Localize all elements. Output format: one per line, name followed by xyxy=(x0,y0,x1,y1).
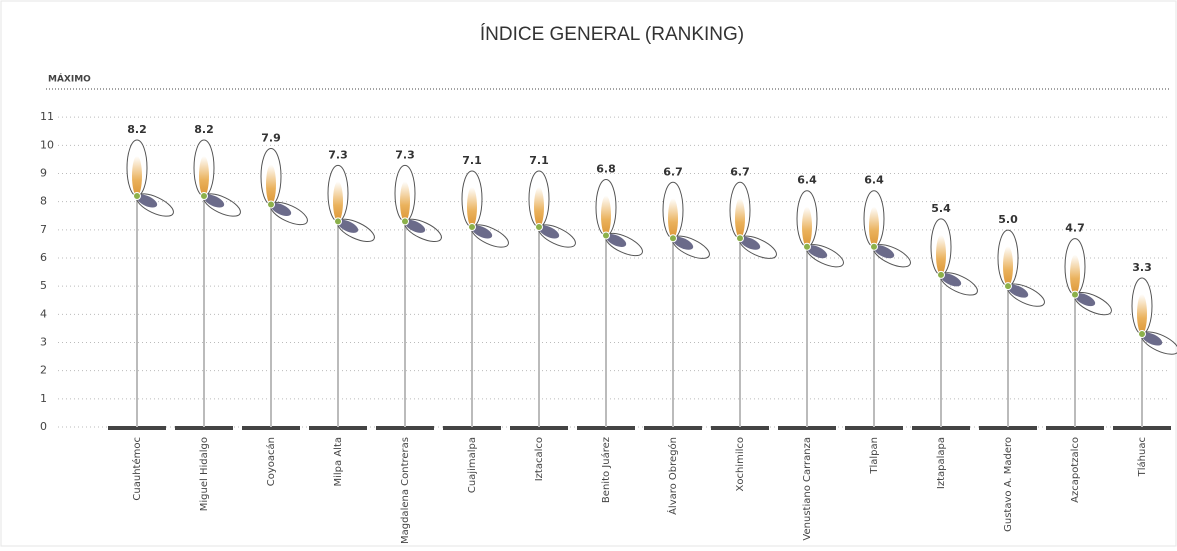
value-label: 5.0 xyxy=(998,213,1018,226)
x-tick-label: Venustiano Carranza xyxy=(802,437,813,541)
x-tick-label: Iztapalapa xyxy=(936,437,947,489)
y-tick-label: 1 xyxy=(40,392,47,405)
value-label: 7.3 xyxy=(328,148,348,161)
value-label: 7.1 xyxy=(529,154,549,167)
x-tick-label: Xochimilco xyxy=(735,437,746,492)
value-label: 6.4 xyxy=(797,174,817,187)
y-tick-label: 9 xyxy=(40,167,47,180)
petal xyxy=(1070,255,1080,295)
petal xyxy=(132,156,142,196)
petal xyxy=(1003,246,1013,286)
dot xyxy=(134,193,141,200)
x-tick-label: Tlalpan xyxy=(869,437,880,475)
dot xyxy=(536,224,543,231)
chart: ÍNDICE GENERAL (RANKING) 0 1 2 3 4 5 6 7 8 9 10 11 M… xyxy=(0,0,1177,547)
petal xyxy=(735,198,745,238)
x-tick-label: Tláhuac xyxy=(1136,437,1148,477)
value-label: 7.3 xyxy=(395,148,415,161)
value-label: 8.2 xyxy=(127,123,147,136)
x-tick-label: Iztacalco xyxy=(534,437,545,481)
value-label: 6.7 xyxy=(663,165,683,178)
dot xyxy=(268,201,275,208)
x-tick-label: Azcapotzalco xyxy=(1070,437,1081,503)
y-tick-label: 10 xyxy=(40,138,54,151)
value-label: 6.7 xyxy=(730,165,750,178)
x-tick-label: Magdalena Contreras xyxy=(400,437,411,544)
value-label: 5.4 xyxy=(931,202,951,215)
x-tick-label: Gustavo A. Madero xyxy=(1003,437,1014,532)
x-tick-label: Cuajimalpa xyxy=(467,437,478,493)
petal xyxy=(199,156,209,196)
petal xyxy=(802,207,812,247)
petal xyxy=(936,235,946,275)
x-tick-label: Milpa Alta xyxy=(333,437,344,487)
dot xyxy=(402,218,409,225)
dot xyxy=(1072,291,1079,298)
value-label: 6.8 xyxy=(596,162,616,175)
petal xyxy=(869,207,879,247)
x-tick-label: Álvaro Obregón xyxy=(666,437,679,515)
petal xyxy=(534,187,544,227)
petal xyxy=(467,187,477,227)
dot xyxy=(938,271,945,278)
dot xyxy=(871,243,878,250)
y-tick-label: 0 xyxy=(40,420,47,433)
x-tick-label: Cuauhtémoc xyxy=(131,437,143,501)
dot xyxy=(737,235,744,242)
max-label: MÁXIMO xyxy=(48,73,91,85)
dot xyxy=(469,224,476,231)
y-tick-label: 11 xyxy=(40,110,54,123)
value-label: 7.9 xyxy=(261,131,281,144)
y-tick-label: 7 xyxy=(40,223,47,236)
y-tick-label: 8 xyxy=(40,195,47,208)
dot xyxy=(1139,331,1146,338)
petal xyxy=(266,164,276,204)
y-tick-label: 5 xyxy=(40,279,47,292)
y-tick-label: 2 xyxy=(40,364,47,377)
dot xyxy=(804,243,811,250)
value-label: 4.7 xyxy=(1065,222,1085,235)
dot xyxy=(603,232,610,239)
x-tick-label: Miguel Hidalgo xyxy=(199,437,210,511)
value-label: 3.3 xyxy=(1132,261,1152,274)
value-label: 7.1 xyxy=(462,154,482,167)
y-tick-label: 4 xyxy=(40,307,47,320)
chart-title: ÍNDICE GENERAL (RANKING) xyxy=(480,24,744,45)
petal xyxy=(601,195,611,235)
x-tick-label: Coyoacán xyxy=(265,437,277,486)
dot xyxy=(670,235,677,242)
petal xyxy=(668,198,678,238)
value-label: 6.4 xyxy=(864,174,884,187)
petal xyxy=(1137,294,1147,334)
value-label: 8.2 xyxy=(194,123,214,136)
petal xyxy=(333,181,343,221)
petal xyxy=(400,181,410,221)
dot xyxy=(201,193,208,200)
y-tick-label: 3 xyxy=(40,336,47,349)
dot xyxy=(335,218,342,225)
x-tick-label: Benito Juárez xyxy=(600,437,612,503)
dot xyxy=(1005,283,1012,290)
y-tick-label: 6 xyxy=(40,251,47,264)
